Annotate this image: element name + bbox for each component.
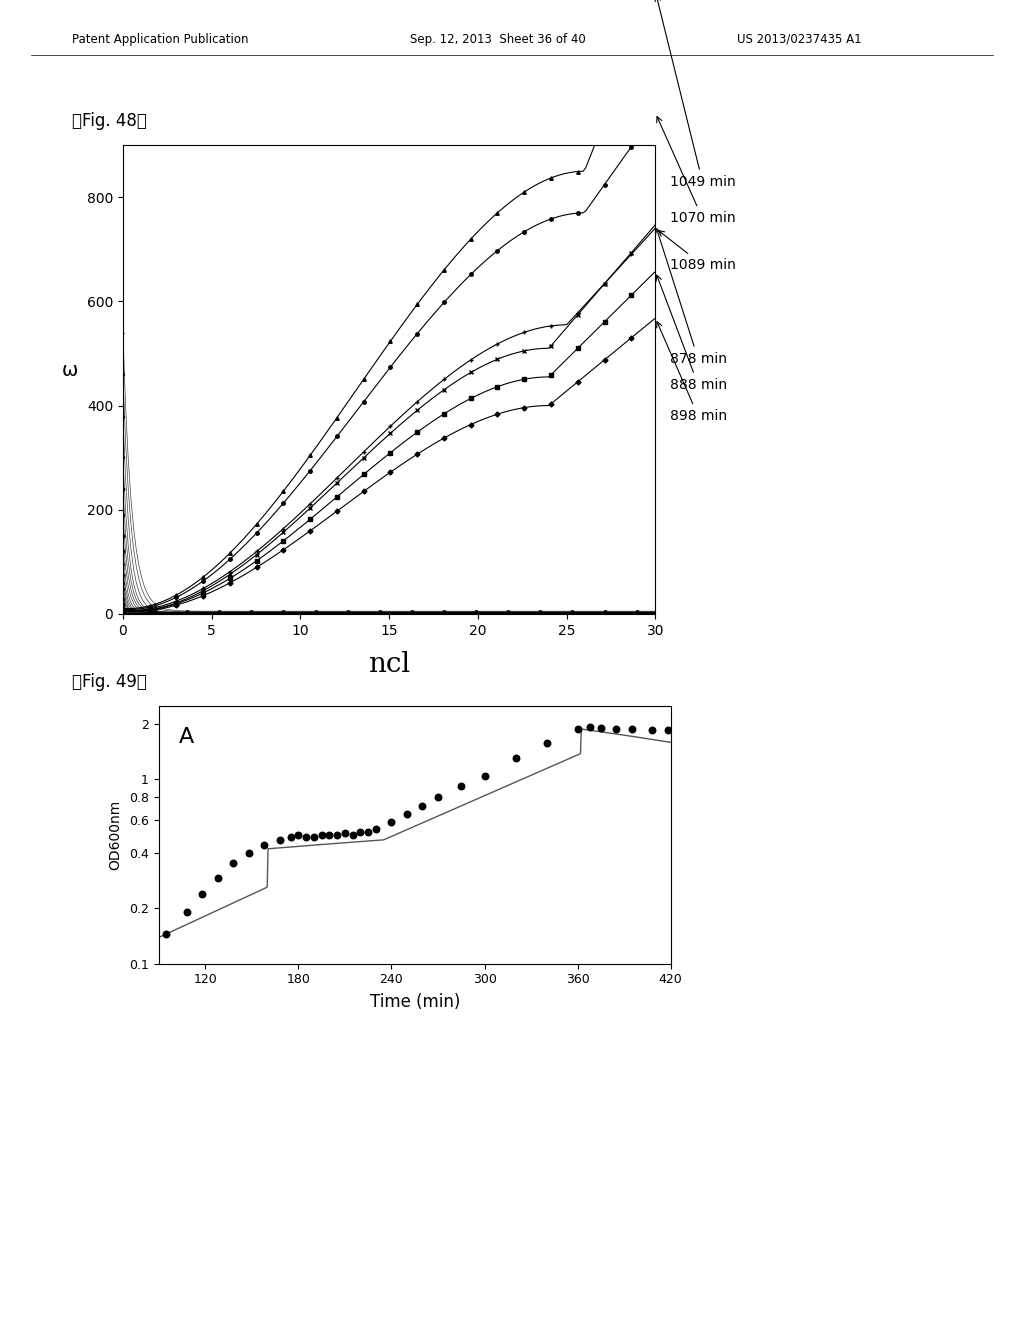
Point bbox=[290, 824, 306, 846]
Point bbox=[507, 748, 523, 770]
Point bbox=[178, 902, 195, 923]
Point bbox=[313, 824, 330, 846]
Point bbox=[582, 717, 598, 738]
Point bbox=[360, 821, 377, 842]
Point bbox=[159, 923, 175, 944]
Point bbox=[659, 719, 676, 741]
Text: 1049 min: 1049 min bbox=[655, 0, 735, 189]
Point bbox=[241, 842, 257, 863]
Point bbox=[337, 822, 353, 843]
Point bbox=[476, 766, 493, 787]
Text: 1089 min: 1089 min bbox=[658, 231, 735, 272]
Point bbox=[271, 829, 288, 850]
Text: 『Fig. 49』: 『Fig. 49』 bbox=[72, 673, 146, 692]
Point bbox=[225, 853, 242, 874]
Point bbox=[298, 826, 314, 847]
Point bbox=[322, 824, 338, 846]
Y-axis label: OD600nm: OD600nm bbox=[109, 800, 122, 870]
Point bbox=[430, 787, 446, 808]
Point bbox=[194, 883, 210, 904]
Text: 888 min: 888 min bbox=[656, 275, 727, 392]
Point bbox=[398, 804, 415, 825]
Text: 898 min: 898 min bbox=[656, 322, 727, 422]
Text: Sep. 12, 2013  Sheet 36 of 40: Sep. 12, 2013 Sheet 36 of 40 bbox=[410, 33, 586, 46]
Point bbox=[352, 821, 369, 842]
Text: A: A bbox=[179, 727, 195, 747]
Point bbox=[539, 733, 555, 754]
Point bbox=[593, 718, 609, 739]
Point bbox=[256, 834, 272, 855]
Point bbox=[344, 824, 360, 846]
Point bbox=[644, 719, 660, 741]
Text: US 2013/0237435 A1: US 2013/0237435 A1 bbox=[737, 33, 862, 46]
Point bbox=[283, 826, 299, 847]
Point bbox=[329, 824, 345, 846]
X-axis label: Time (min): Time (min) bbox=[370, 993, 460, 1011]
Point bbox=[453, 776, 469, 797]
Text: Patent Application Publication: Patent Application Publication bbox=[72, 33, 248, 46]
Point bbox=[608, 718, 625, 739]
Point bbox=[624, 719, 640, 741]
Point bbox=[415, 795, 431, 816]
Text: 『Fig. 48』: 『Fig. 48』 bbox=[72, 112, 146, 131]
Point bbox=[306, 826, 323, 847]
Text: 1070 min: 1070 min bbox=[656, 116, 735, 226]
Point bbox=[210, 867, 226, 888]
Text: 878 min: 878 min bbox=[655, 228, 727, 366]
Point bbox=[368, 818, 384, 840]
Point bbox=[383, 810, 399, 832]
X-axis label: ncl: ncl bbox=[368, 651, 411, 678]
Y-axis label: ω: ω bbox=[61, 360, 78, 380]
Point bbox=[569, 718, 586, 739]
